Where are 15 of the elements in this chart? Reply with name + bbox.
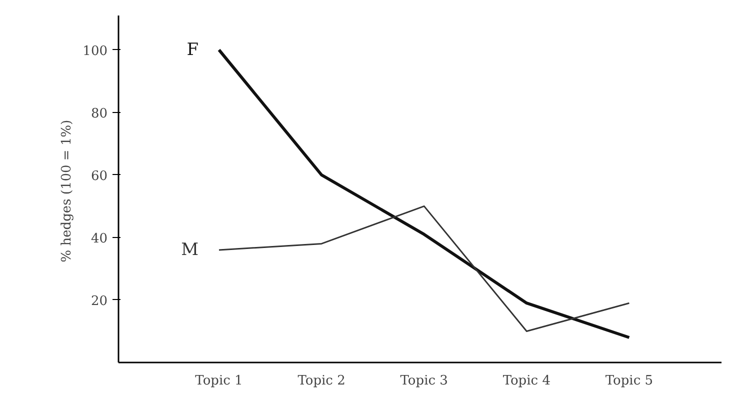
y-tick-label: 100: [82, 44, 108, 59]
y-tick-label: 80: [90, 106, 108, 122]
x-tick-label: Topic 5: [605, 374, 654, 388]
x-tick-label: Topic 3: [400, 374, 448, 388]
y-axis-title: % hedges (100 = 1%): [60, 120, 75, 262]
x-tick-label: Topic 2: [298, 374, 346, 388]
y-tick-label: 20: [90, 294, 108, 309]
line-series: [218, 48, 631, 339]
x-tick-label: Topic 1: [195, 374, 243, 388]
y-tick-label: 40: [90, 231, 108, 246]
series-label: F: [186, 40, 199, 60]
series-label: M: [181, 240, 199, 260]
x-tick-label: Topic 4: [502, 374, 550, 388]
y-tick-label: 60: [90, 168, 108, 184]
line-series: [218, 205, 630, 332]
